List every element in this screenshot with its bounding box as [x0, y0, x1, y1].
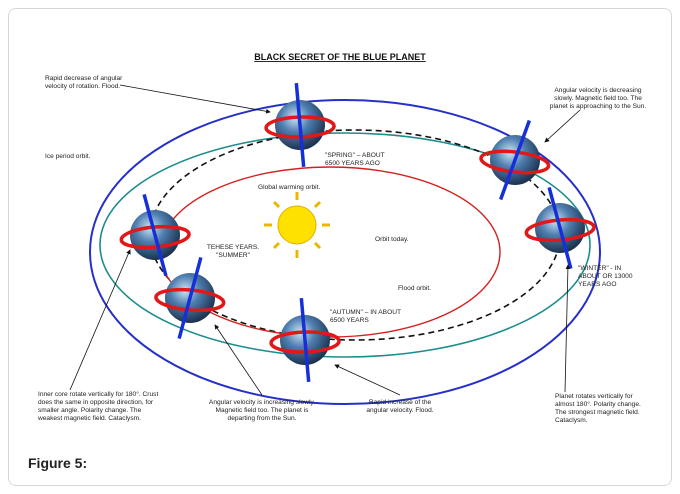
annotation-line: planet is approaching to the Sun.	[550, 103, 647, 110]
annotation-line: 6500 YEARS AGO	[325, 160, 380, 167]
earth	[480, 121, 550, 200]
annotation-line: smaller angle. Polarity change. The	[38, 407, 142, 414]
earths	[120, 83, 594, 382]
annotation-line: The strongest magnetic field.	[555, 409, 640, 416]
sun	[264, 192, 330, 258]
annotation-line: Planet rotates vertically for	[555, 393, 633, 400]
annotation-line: Cataclysm.	[555, 417, 588, 424]
page: {"figure": {"title": "BLACK SECRET OF TH…	[0, 0, 680, 494]
annotation-line: Orbit today.	[375, 236, 409, 243]
annotation-line: velocity of rotation. Flood.	[45, 83, 120, 90]
annotation-line: slowly. Magnetic field too. The	[554, 95, 642, 102]
annotation-line: Flood orbit.	[398, 285, 431, 292]
annotation-line: Ice period orbit.	[45, 153, 91, 160]
annotation-line: "WINTER" - IN	[578, 265, 621, 272]
annotation-line: Rapid increase of the	[369, 399, 432, 406]
annotation-line: Magnetic field too. The planet is	[216, 407, 310, 414]
annotation-line: does the same in opposite direction, for	[38, 399, 154, 406]
annotation-line: Angular velocity is decreasing	[554, 87, 642, 94]
annotation-line: ABOUT OR 13000	[578, 273, 633, 280]
annotation-line: TEHESE YEARS.	[207, 244, 259, 251]
annotation-line: angular velocity. Flood.	[366, 407, 433, 414]
diagram-title: BLACK SECRET OF THE BLUE PLANET	[254, 52, 426, 62]
earth	[120, 194, 189, 275]
annotation-line: 6500 YEARS	[330, 317, 369, 324]
annotation-line: weakest magnetic field. Cataclysm.	[37, 415, 141, 422]
annotation-line: "SUMMER"	[216, 252, 251, 259]
figure-caption: Figure 5:	[28, 455, 87, 471]
diagram: BLACK SECRET OF THE BLUE PLANET Rapid de…	[0, 0, 680, 494]
annotation-line: almost 180°. Polarity change.	[555, 400, 641, 408]
annotation-line: Rapid decrease of angular	[45, 75, 123, 82]
annotation-line: Inner core rotate vertically for 180°. C…	[38, 390, 158, 398]
annotation-line: "SPRING" – ABOUT	[325, 152, 385, 159]
annotation-line: departing from the Sun.	[228, 415, 297, 422]
annotation-line: "AUTUMN" – IN ABOUT	[330, 309, 401, 316]
annotation-line: YEARS AGO	[578, 281, 616, 288]
annotation-line: Angular velocity is increasing slowly.	[209, 399, 315, 406]
annotation-line: Global warming orbit.	[258, 184, 320, 191]
